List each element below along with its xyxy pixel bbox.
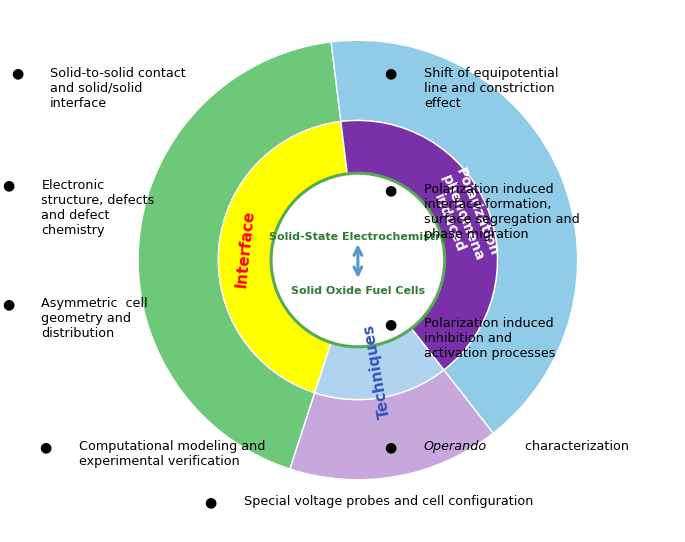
Text: Polarization induced
interface formation,
surface segregation and
phase migratio: Polarization induced interface formation… [424, 183, 580, 241]
Text: Solid-to-solid contact
and solid/solid
interface: Solid-to-solid contact and solid/solid i… [50, 67, 186, 109]
Text: ●: ● [385, 67, 397, 81]
Text: ●: ● [40, 440, 52, 454]
Text: Polarization
phenomena
induced: Polarization phenomena induced [425, 166, 501, 269]
Text: Solid-State Electrochemistry: Solid-State Electrochemistry [269, 232, 447, 242]
Text: ●: ● [385, 183, 397, 197]
Text: Asymmetric  cell
geometry and
distribution: Asymmetric cell geometry and distributio… [41, 298, 148, 340]
Wedge shape [290, 370, 493, 480]
Text: Shift of equipotential
line and constriction
effect: Shift of equipotential line and constric… [424, 67, 558, 109]
Wedge shape [138, 42, 341, 469]
Text: characterization: characterization [521, 440, 629, 453]
Wedge shape [331, 40, 577, 433]
Text: ●: ● [385, 317, 397, 331]
Text: Polarization induced
inhibition and
activation processes: Polarization induced inhibition and acti… [424, 317, 556, 360]
Text: Computational modeling and
experimental verification: Computational modeling and experimental … [79, 440, 265, 468]
Text: ●: ● [2, 298, 14, 311]
Wedge shape [219, 121, 347, 393]
Text: Solid Oxide Fuel Cells: Solid Oxide Fuel Cells [291, 286, 425, 296]
Text: ●: ● [11, 67, 23, 81]
Text: Operando: Operando [424, 440, 487, 453]
Text: Electronic
structure, defects
and defect
chemistry: Electronic structure, defects and defect… [41, 179, 155, 237]
Wedge shape [341, 120, 497, 370]
Wedge shape [315, 328, 444, 399]
Text: Interface: Interface [234, 209, 257, 288]
Text: Techniques: Techniques [362, 323, 393, 420]
Circle shape [271, 173, 445, 347]
Text: ●: ● [2, 179, 14, 193]
Text: ●: ● [204, 495, 217, 509]
Text: Special voltage probes and cell configuration: Special voltage probes and cell configur… [244, 495, 533, 508]
Text: ●: ● [385, 440, 397, 454]
